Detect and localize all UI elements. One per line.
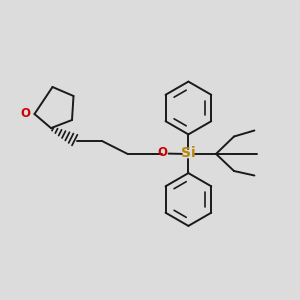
Text: O: O (20, 107, 31, 120)
Text: O: O (157, 146, 167, 160)
Text: Si: Si (181, 146, 196, 160)
